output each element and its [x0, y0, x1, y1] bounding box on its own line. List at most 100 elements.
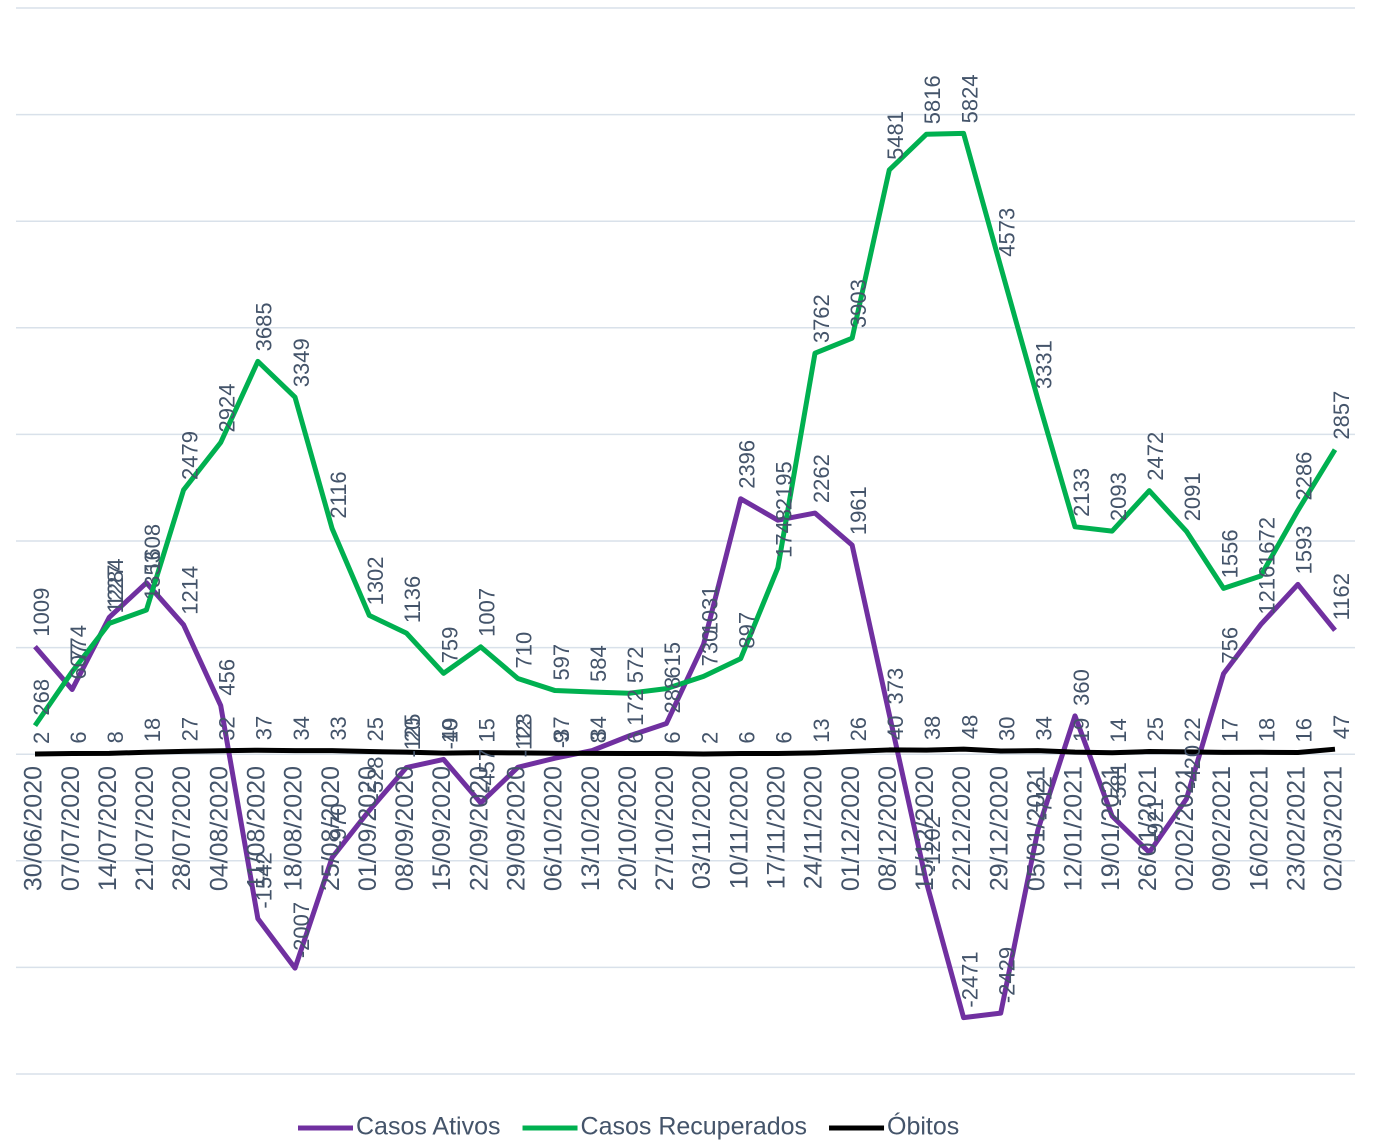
data-label: 1672	[1255, 517, 1280, 566]
data-label: 22	[1180, 717, 1205, 741]
data-label: 2396	[735, 440, 760, 489]
data-label: 3762	[809, 294, 834, 343]
data-label: 1031	[697, 585, 722, 634]
data-label: 15	[475, 718, 500, 742]
data-label: 1136	[400, 576, 425, 623]
legend-label: Óbitos	[887, 1112, 959, 1141]
x-tick-label: 15/09/2020	[428, 766, 456, 891]
data-label: 597	[549, 644, 574, 681]
data-label: 730	[697, 630, 722, 667]
data-label: 4573	[995, 208, 1020, 257]
legend-label: Casos Recuperados	[581, 1113, 808, 1141]
x-tick-label: 24/11/2020	[800, 766, 828, 889]
x-tick-label: 01/12/2020	[837, 766, 865, 891]
data-label: 584	[586, 645, 611, 682]
data-label: 48	[957, 715, 982, 739]
x-tick-label: 22/12/2020	[948, 766, 976, 891]
data-label: 25	[1143, 717, 1168, 741]
data-label: -2471	[957, 951, 982, 1007]
data-label: 1302	[363, 556, 388, 605]
data-label: 2286	[1292, 452, 1317, 501]
data-label: 38	[920, 716, 945, 740]
x-tick-label: 29/09/2020	[502, 766, 530, 891]
x-tick-label: 11/08/2020	[242, 766, 270, 889]
data-label: 710	[512, 632, 537, 669]
data-label: 6	[66, 731, 91, 743]
data-label: -1542	[252, 852, 277, 908]
data-label: 1353	[140, 551, 165, 600]
x-tick-label: 13/10/2020	[577, 766, 605, 891]
series-line	[34, 746, 1336, 757]
data-label: 47	[1329, 715, 1354, 739]
x-tick-label: 01/09/2020	[354, 766, 382, 891]
x-tick-label: 21/07/2020	[131, 766, 159, 891]
x-tick-label: 08/09/2020	[391, 766, 419, 891]
legend: Casos Ativos Casos Recuperados Óbitos	[298, 1112, 959, 1141]
data-label: 360	[1069, 669, 1094, 706]
data-label: -1202	[920, 816, 945, 872]
data-label: -125	[400, 713, 425, 757]
x-tick-label: 17/11/2020	[762, 766, 790, 889]
data-label: 2091	[1180, 472, 1205, 521]
data-label: 34	[289, 716, 314, 740]
data-label: 3331	[1032, 340, 1057, 389]
data-label: 14	[1106, 718, 1131, 742]
x-tick-label: 23/02/2021	[1282, 766, 1310, 891]
data-label: 8	[103, 731, 128, 743]
data-label: 1216	[1255, 566, 1280, 615]
data-label: 572	[623, 647, 648, 684]
x-tick-label: 02/03/2021	[1320, 766, 1348, 891]
data-label: 18	[140, 718, 165, 742]
data-label: 25	[363, 717, 388, 741]
data-label: 13	[809, 718, 834, 742]
x-tick-label: 07/07/2020	[57, 766, 85, 891]
data-label: 20	[400, 718, 425, 742]
x-tick-label: 04/08/2020	[205, 766, 233, 891]
x-tick-label: 06/10/2020	[540, 766, 568, 891]
data-label: -49	[437, 718, 462, 750]
x-tick-label: 26/01/2021	[1134, 766, 1162, 891]
data-label: 897	[735, 612, 760, 649]
x-tick-label: 15/12/2020	[911, 766, 939, 891]
data-label: 34	[586, 716, 611, 740]
x-tick-label: 03/11/2020	[688, 766, 716, 889]
data-label: 1007	[475, 588, 500, 637]
data-label: -970	[326, 804, 351, 848]
data-label: 615	[660, 642, 685, 679]
data-label: 2857	[1329, 391, 1354, 440]
data-label: -528	[363, 756, 388, 800]
data-label: 5824	[957, 74, 982, 123]
data-label: -2429	[995, 947, 1020, 1003]
x-tick-label: 10/11/2020	[725, 766, 753, 889]
data-label: 5816	[920, 75, 945, 124]
data-label: 6	[772, 731, 797, 743]
data-label: 2116	[326, 471, 351, 518]
data-label: -457	[475, 749, 500, 793]
data-label: 756	[1217, 627, 1242, 664]
x-tick-label: 18/08/2020	[280, 766, 308, 891]
data-label: 2924	[215, 384, 240, 433]
x-tick-label: 09/02/2021	[1208, 766, 1236, 891]
x-tick-label: 22/09/2020	[465, 766, 493, 891]
series-line	[32, 130, 1338, 728]
data-label: 8	[586, 731, 611, 743]
data-label: 1608	[140, 524, 165, 573]
x-tick-label: 20/10/2020	[614, 766, 642, 891]
data-label: 1961	[846, 486, 871, 535]
data-label: 37	[252, 716, 277, 740]
x-tick-label: 02/02/2021	[1171, 766, 1199, 891]
data-label: 268	[29, 679, 54, 716]
data-label: 6	[660, 731, 685, 743]
legend-label: Casos Ativos	[356, 1113, 501, 1141]
data-label: 1009	[29, 588, 54, 637]
data-label: 2	[29, 732, 54, 744]
data-label: 2262	[809, 454, 834, 503]
data-label: 2479	[177, 431, 202, 480]
data-label: 172	[623, 689, 648, 726]
data-label: 26	[846, 717, 871, 741]
data-label: -420	[1180, 745, 1205, 789]
data-label: 27	[177, 717, 202, 741]
data-label: 607	[66, 643, 91, 680]
data-label: 1284	[103, 558, 128, 607]
